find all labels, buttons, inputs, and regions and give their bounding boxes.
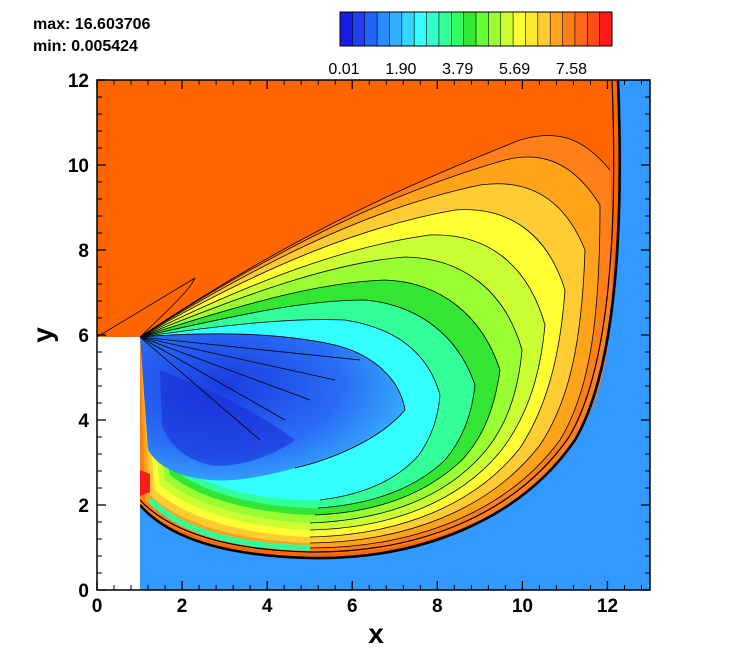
y-axis-title: y xyxy=(27,327,58,343)
bow-shock xyxy=(139,80,621,560)
contour-lines xyxy=(97,135,611,549)
colorbar-swatch xyxy=(550,12,564,46)
x-tick-label: 12 xyxy=(597,596,618,617)
y-axis-ticks: 0 2 4 6 8 10 12 xyxy=(68,71,650,602)
colorbar-swatch xyxy=(401,12,415,46)
colorbar-tick-label: 7.58 xyxy=(556,61,587,78)
x-tick-label: 2 xyxy=(177,596,188,617)
colorbar-tick-label: 5.69 xyxy=(499,61,530,78)
colorbar-swatch xyxy=(537,12,551,46)
colorbar-swatch xyxy=(525,12,539,46)
x-tick-label: 0 xyxy=(92,596,103,617)
colorbar-frame xyxy=(339,11,613,47)
contour-field xyxy=(97,80,650,590)
colorbar-swatch xyxy=(389,12,403,46)
colorbar-tick-label: 3.79 xyxy=(442,61,473,78)
x-axis-title: x xyxy=(368,618,384,649)
y-tick-label: 8 xyxy=(78,241,89,262)
boundary-layer xyxy=(147,497,311,551)
colorbar xyxy=(339,11,613,47)
y-tick-label: 0 xyxy=(78,581,89,602)
colorbar-swatch xyxy=(599,12,613,46)
colorbar-swatch xyxy=(562,12,576,46)
colorbar-swatch xyxy=(488,12,502,46)
body-region xyxy=(97,337,140,590)
x-tick-label: 6 xyxy=(347,596,358,617)
colorbar-swatch xyxy=(426,12,440,46)
x-axis-ticks: 0 2 4 6 8 10 12 xyxy=(92,80,642,617)
x-tick-label: 8 xyxy=(432,596,443,617)
x-tick-label: 4 xyxy=(262,596,273,617)
y-tick-label: 12 xyxy=(68,71,89,92)
stagnation-spot xyxy=(140,470,150,496)
max-value-label: max: 16.603706 xyxy=(33,16,151,33)
colorbar-swatch xyxy=(451,12,465,46)
colorbar-tick-label: 0.01 xyxy=(328,61,359,78)
colorbar-swatch xyxy=(352,12,366,46)
min-value-label: min: 0.005424 xyxy=(33,38,138,55)
y-tick-label: 4 xyxy=(78,411,89,432)
colorbar-swatch xyxy=(587,12,601,46)
colorbar-swatch xyxy=(377,12,390,46)
x-tick-label: 10 xyxy=(512,596,533,617)
y-tick-label: 2 xyxy=(78,496,89,517)
colorbar-swatch xyxy=(414,12,428,46)
colorbar-tick-label: 1.90 xyxy=(385,61,416,78)
colorbar-swatch xyxy=(513,12,526,46)
colorbar-swatch xyxy=(500,12,514,46)
colorbar-swatch xyxy=(340,12,353,46)
colorbar-swatch xyxy=(463,12,477,46)
colorbar-swatch xyxy=(574,12,588,46)
colorbar-labels: 0.01 1.90 3.79 5.69 7.58 xyxy=(328,61,587,78)
colorbar-swatch xyxy=(364,12,378,46)
y-tick-label: 6 xyxy=(78,326,89,347)
y-tick-label: 10 xyxy=(68,156,89,177)
wake-core xyxy=(160,370,295,466)
colorbar-swatch xyxy=(476,12,489,46)
colorbar-swatch xyxy=(438,12,452,46)
